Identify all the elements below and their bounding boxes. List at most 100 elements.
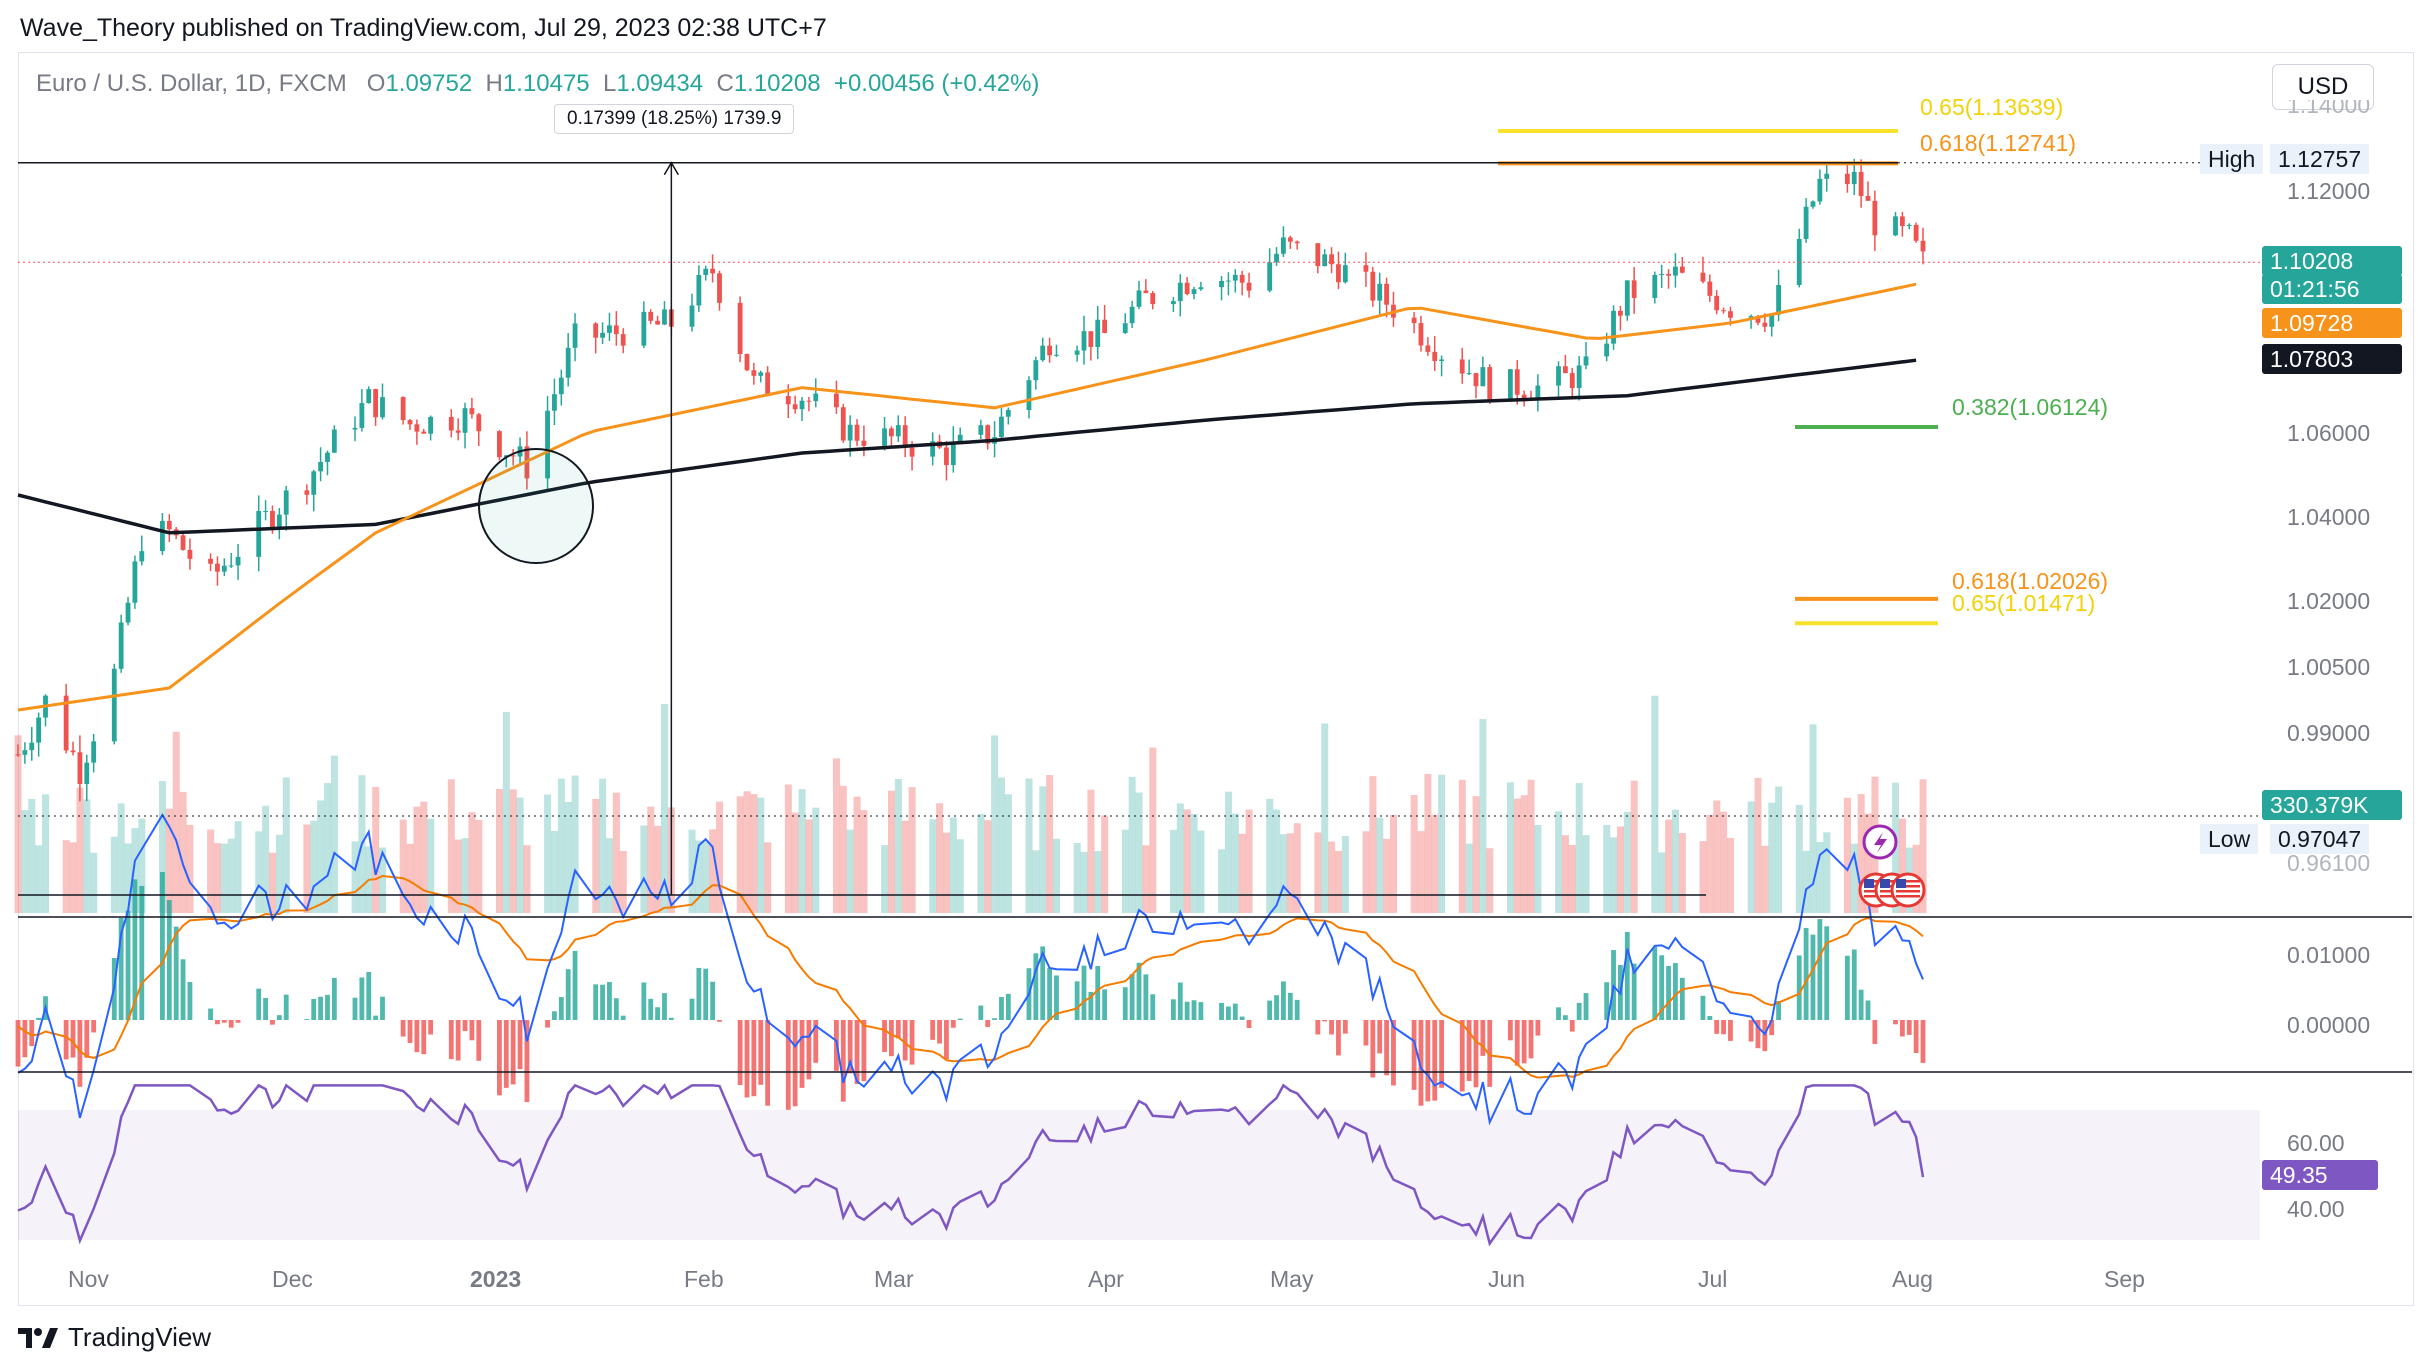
ema200-line — [17, 358, 1917, 535]
candle-body — [1370, 271, 1376, 301]
macd-hist-bar — [1776, 1001, 1781, 1020]
candle-body — [469, 408, 475, 415]
macd-hist-bar — [957, 1018, 963, 1020]
flag-stripe — [1880, 880, 1904, 883]
ohlc-legend: Euro / U.S. Dollar, 1D, FXCM O1.09752 H1… — [36, 70, 1040, 97]
candle-body — [139, 551, 145, 562]
volume-bar — [1025, 778, 1033, 913]
rsi-value-label: 49.35 — [2262, 1160, 2378, 1190]
volume-bar — [1775, 786, 1783, 913]
candle-body — [366, 389, 372, 404]
candle-body — [160, 520, 165, 552]
macd-hist-bar — [331, 977, 337, 1020]
macd-hist-bar — [63, 1020, 69, 1060]
time-label: May — [1270, 1266, 1314, 1292]
volume-bar — [606, 838, 614, 913]
macd-hist-bar — [173, 926, 179, 1020]
candle-body — [283, 490, 289, 515]
macd-hist-bar — [792, 1020, 798, 1107]
volume-bar — [1561, 835, 1569, 913]
flag-stripe — [1896, 885, 1920, 888]
candle-body — [1439, 359, 1445, 362]
volume-bar — [702, 841, 710, 913]
candle-body — [1074, 350, 1080, 355]
volume-bar — [1582, 835, 1590, 913]
macd-hist-bar — [304, 1019, 310, 1020]
macd-hist-bar — [1287, 992, 1293, 1020]
macd-hist-bar — [1700, 995, 1706, 1020]
candle-body — [352, 427, 358, 430]
volume-bar — [1224, 791, 1232, 913]
volume-bar — [1362, 831, 1370, 913]
candle-body — [572, 323, 578, 348]
volume-bar — [1651, 695, 1659, 913]
candle-body — [1858, 171, 1864, 197]
time-label: Jun — [1488, 1266, 1526, 1292]
volume-bar — [1245, 809, 1253, 913]
candle-body — [552, 394, 557, 411]
volume-bar — [523, 845, 531, 913]
candle-body — [1583, 356, 1589, 366]
tradingview-logo[interactable]: TradingView — [18, 1322, 211, 1353]
volume-bar — [131, 828, 139, 913]
candle-body — [311, 471, 317, 495]
macd-hist-bar — [1329, 1020, 1334, 1035]
candle-body — [1631, 280, 1637, 298]
macd-hist-bar — [758, 1020, 764, 1085]
candle-body — [1411, 317, 1417, 324]
candle-body — [421, 431, 427, 434]
currency-button[interactable]: USD — [2272, 64, 2374, 110]
macd-hist-bar — [1872, 1020, 1878, 1044]
volume-bar — [1410, 794, 1418, 913]
volume-bar — [1094, 851, 1102, 913]
macd-hist-bar — [950, 1020, 956, 1028]
candle-body — [1274, 253, 1279, 263]
candle-body — [1170, 301, 1176, 305]
volume-bar — [1231, 813, 1239, 913]
price-tick: 1.02000 — [2287, 588, 2371, 614]
volume-bar — [853, 796, 861, 913]
macd-hist-bar — [1170, 999, 1176, 1020]
macd-hist-bar — [895, 1020, 901, 1039]
candle-body — [1336, 264, 1341, 283]
volume-bar — [1458, 779, 1466, 913]
candle-body — [91, 741, 97, 763]
volume-bar — [282, 777, 290, 913]
candle-body — [448, 416, 454, 431]
candle-body — [1673, 266, 1678, 276]
candle-body — [1844, 173, 1850, 185]
volume-bar — [454, 839, 462, 913]
macd-hist-bar — [751, 1020, 757, 1097]
candle-body — [77, 752, 83, 784]
candle-body — [15, 754, 21, 756]
candle-body — [1872, 200, 1878, 236]
candle-body — [1384, 283, 1389, 305]
candle-body — [593, 323, 599, 338]
lightning-glyph — [1874, 832, 1887, 853]
candle-body — [455, 430, 461, 433]
volume-bar — [1046, 775, 1054, 913]
candle-body — [1184, 282, 1190, 294]
open-value: 1.09752 — [385, 70, 473, 97]
macd-hist-bar — [1102, 989, 1108, 1020]
candle-body — [1102, 319, 1108, 333]
volume-bar — [798, 789, 806, 913]
candle-body — [1322, 254, 1328, 267]
volume-bar — [1809, 724, 1817, 913]
macd-hist-bar — [1920, 1020, 1926, 1063]
candle-body — [1033, 360, 1039, 381]
volume-bar — [984, 820, 992, 913]
volume-bar — [509, 789, 517, 913]
macd-hist-bar — [180, 959, 186, 1020]
macd-hist-bar — [565, 969, 571, 1020]
flag-stripe — [1896, 895, 1920, 898]
volume-bar — [399, 819, 407, 913]
macd-hist-bar — [366, 972, 372, 1020]
candle-body — [1129, 306, 1135, 324]
candle-body — [373, 389, 379, 418]
macd-hist-bar — [545, 1020, 550, 1028]
ema50-label: 1.09728 — [2262, 308, 2402, 338]
volume-bar — [998, 777, 1006, 913]
volume-bar — [832, 758, 840, 913]
